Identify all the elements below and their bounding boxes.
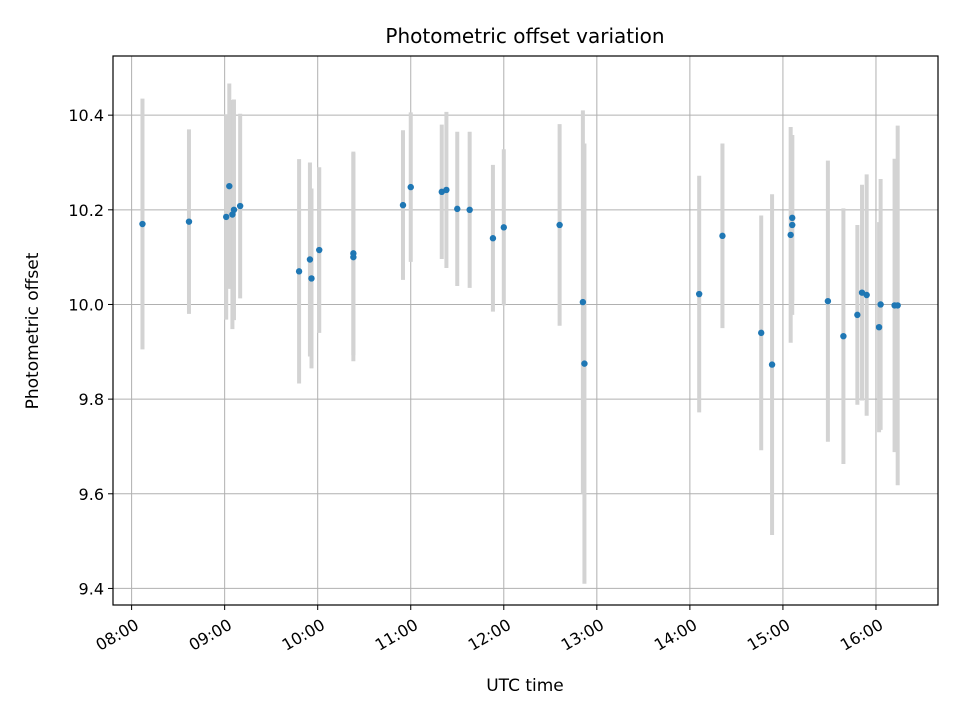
- data-point: [758, 329, 765, 337]
- data-point: [454, 205, 461, 213]
- data-point: [877, 301, 884, 308]
- data-point: [399, 201, 407, 209]
- plot-frame: [112, 55, 939, 606]
- data-point: [443, 186, 450, 194]
- y-axis-label: Photometric offset: [23, 252, 43, 409]
- y-tick-label: 9.6: [79, 485, 104, 504]
- data-point: [863, 291, 870, 299]
- y-tick-label: 10.2: [68, 201, 104, 220]
- y-tick-label: 10.4: [68, 106, 104, 125]
- data-point: [789, 221, 796, 229]
- data-point: [230, 206, 238, 214]
- data-point: [295, 268, 303, 275]
- data-point: [840, 332, 847, 340]
- grid: [113, 56, 938, 605]
- data-point: [139, 220, 146, 228]
- data-point: [579, 298, 587, 306]
- chart-title: Photometric offset variation: [385, 24, 664, 48]
- data-point: [489, 235, 497, 242]
- data-point: [407, 183, 414, 191]
- x-axis-label: UTC time: [486, 676, 564, 696]
- data-point: [223, 213, 230, 221]
- data-point: [226, 182, 233, 190]
- data-point: [581, 360, 588, 367]
- data-point: [789, 214, 796, 222]
- data-point: [350, 250, 357, 257]
- data-point: [768, 361, 776, 368]
- data-point: [719, 232, 726, 240]
- data-point: [500, 224, 507, 231]
- data-point: [466, 206, 473, 214]
- data-point: [308, 275, 315, 282]
- data-point: [787, 231, 794, 239]
- data-point: [875, 323, 883, 331]
- data-point: [185, 218, 193, 225]
- data-point: [316, 246, 323, 254]
- data-point: [894, 302, 901, 309]
- y-tick-label: 9.4: [79, 579, 104, 598]
- data-point: [695, 290, 703, 298]
- data-point: [556, 221, 563, 229]
- y-axis-ticks: 9.4 9.6 9.8 10.0 10.2 10.4: [68, 106, 113, 598]
- y-tick-label: 9.8: [79, 390, 104, 409]
- y-tick-label: 10.0: [68, 295, 104, 314]
- data-point: [824, 297, 832, 305]
- data-point: [236, 202, 244, 210]
- data-points: [139, 182, 901, 368]
- data-point: [306, 256, 314, 263]
- data-point: [854, 311, 861, 319]
